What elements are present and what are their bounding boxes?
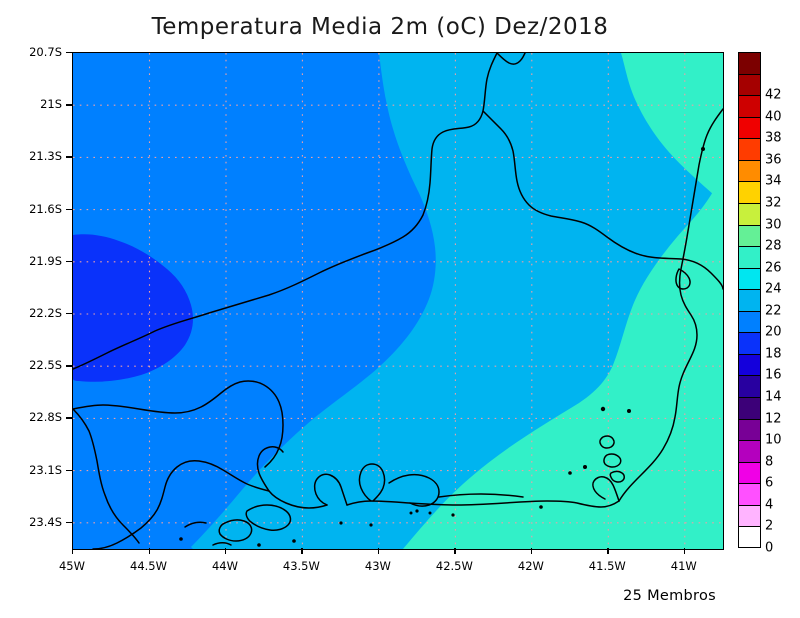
colorbar-band	[738, 483, 761, 505]
colorbar-tick-label: 14	[765, 389, 782, 405]
colorbar-band	[738, 418, 761, 441]
colorbar-band	[738, 397, 761, 419]
colorbar-band	[738, 246, 761, 268]
band-26-28	[403, 53, 723, 549]
colorbar-band	[738, 289, 761, 311]
band-22-24	[73, 53, 436, 549]
x-tick	[683, 548, 686, 554]
y-tick	[66, 156, 72, 158]
y-axis-label: 21.3S	[29, 149, 62, 164]
colorbar-band	[738, 52, 761, 74]
x-tick	[454, 548, 456, 554]
y-axis-label: 22.8S	[29, 410, 62, 425]
colorbar-tick-label: 20	[765, 324, 782, 340]
x-tick	[225, 548, 227, 554]
coastline-and-borders	[73, 53, 723, 549]
colorbar-band	[738, 526, 761, 548]
colorbar-tick-label: 10	[765, 432, 782, 448]
y-tick	[66, 521, 72, 524]
colorbar-tick-label: 36	[765, 152, 782, 168]
colorbar-band	[738, 375, 761, 398]
y-tick	[66, 52, 72, 54]
gridlines	[73, 53, 723, 549]
y-tick	[66, 365, 72, 367]
y-tick	[66, 417, 72, 419]
x-axis-label: 41.5W	[588, 559, 626, 573]
colorbar-tick-label: 30	[765, 217, 782, 233]
y-axis-label: 20.7S	[29, 45, 62, 59]
y-tick	[66, 469, 72, 471]
colorbar-band	[738, 504, 761, 527]
colorbar-band	[738, 310, 761, 333]
contour-map	[73, 53, 723, 549]
colorbar-tick-label: 24	[765, 281, 782, 297]
colorbar-tick-label: 4	[765, 497, 774, 513]
colorbar-band	[738, 202, 761, 225]
colorbar-tick-label: 18	[765, 346, 782, 362]
colorbar-tick-label: 26	[765, 260, 782, 276]
colorbar-tick-label: 34	[765, 173, 782, 189]
band-22-24-patch	[371, 301, 402, 322]
page-title: Temperatura Media 2m (oC) Dez/2018	[151, 14, 609, 40]
colorbar-band	[738, 95, 761, 117]
y-axis-label: 22.2S	[29, 306, 62, 320]
band-20-22	[73, 234, 193, 382]
colorbar-band	[738, 138, 761, 160]
colorbar-tick-label: 22	[765, 303, 782, 319]
x-axis-label: 41W	[670, 559, 697, 573]
x-axis-label: 42.5W	[435, 559, 473, 573]
x-axis-label: 44.5W	[130, 559, 167, 573]
band-22-24-southwest	[73, 483, 193, 549]
x-axis-label: 43W	[364, 559, 391, 573]
x-axis-label: 44W	[211, 559, 239, 573]
map-plot-area	[72, 52, 724, 550]
colorbar-band	[738, 181, 761, 203]
colorbar-band	[738, 461, 761, 484]
y-tick	[66, 208, 72, 210]
members-note: 25 Membros	[623, 588, 716, 604]
colorbar-band	[738, 332, 761, 354]
x-tick	[607, 548, 609, 554]
colorbar-tick-label: 38	[765, 130, 782, 146]
colorbar	[738, 52, 761, 548]
x-tick	[72, 548, 74, 554]
y-tick	[66, 260, 72, 263]
colorbar-tick-label: 32	[765, 195, 782, 211]
colorbar-tick-label: 6	[765, 475, 774, 491]
x-axis-label: 45W	[58, 559, 86, 573]
colorbar-band	[738, 73, 761, 96]
colorbar-band	[738, 116, 761, 139]
x-axis-label: 43.5W	[282, 559, 320, 573]
x-tick	[148, 548, 150, 554]
y-axis-label: 21S	[40, 97, 62, 112]
y-axis-label: 21.6S	[29, 201, 62, 216]
colorbar-tick-label: 12	[765, 411, 782, 427]
colorbar-band	[738, 159, 761, 182]
colorbar-tick-label: 8	[765, 454, 774, 470]
x-tick	[377, 548, 380, 554]
band-26-28-north	[621, 53, 723, 203]
x-axis-label: 42W	[517, 559, 544, 573]
x-tick	[530, 548, 533, 554]
x-tick	[301, 548, 303, 554]
colorbar-band	[738, 440, 761, 462]
y-axis-label: 22.5S	[29, 358, 62, 373]
colorbar-band	[738, 353, 761, 376]
y-tick	[66, 313, 72, 315]
colorbar-tick-label: 2	[765, 518, 774, 534]
colorbar-band	[738, 267, 761, 290]
colorbar-band	[738, 224, 761, 247]
y-axis-label: 23.4S	[29, 514, 62, 529]
colorbar-tick-label: 16	[765, 367, 782, 383]
colorbar-tick-label: 40	[765, 109, 782, 125]
y-axis-label: 23.1S	[29, 462, 62, 477]
colorbar-tick-label: 0	[765, 540, 774, 556]
colorbar-tick-label: 42	[765, 87, 782, 103]
y-tick	[66, 104, 72, 106]
colorbar-tick-label: 28	[765, 238, 782, 254]
y-axis-label: 21.9S	[29, 253, 62, 268]
